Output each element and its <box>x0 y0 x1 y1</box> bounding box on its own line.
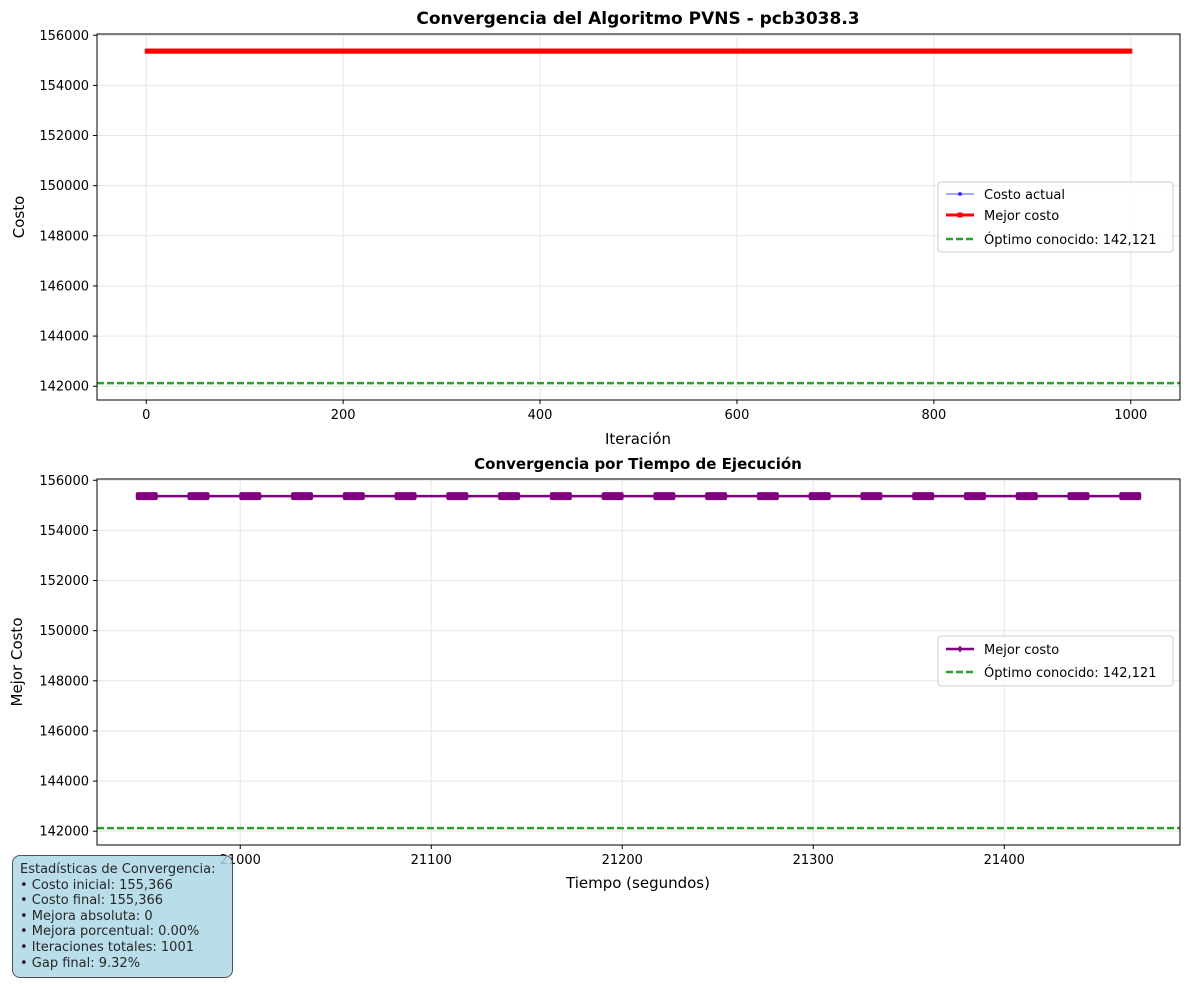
stats-box: Estadísticas de Convergencia: • Costo in… <box>12 855 233 979</box>
bottom-y-tick-label-5: 152000 <box>39 574 89 589</box>
top-chart-title: Convergencia del Algoritmo PVNS - pcb303… <box>416 9 859 29</box>
bottom-chart-title: Convergencia por Tiempo de Ejecución <box>474 455 802 473</box>
bottom-y-axis-label: Mejor Costo <box>8 618 26 707</box>
top-x-tick-label-2: 400 <box>528 408 553 423</box>
bottom-series-best-marker-cluster-2 <box>239 492 262 501</box>
top-y-tick-label-0: 142000 <box>39 380 89 395</box>
bottom-series-best-marker-cluster-7 <box>498 492 521 501</box>
bottom-y-tick-label-4: 150000 <box>39 624 89 639</box>
bottom-series-best-marker-cluster-14 <box>860 492 883 501</box>
bottom-series-best-marker-cluster-5 <box>394 492 417 501</box>
bottom-y-tick-label-1: 144000 <box>39 775 89 790</box>
bottom-series-best-marker-cluster-9 <box>601 492 624 501</box>
top-y-tick-label-7: 156000 <box>39 29 89 44</box>
top-x-tick-label-4: 800 <box>921 408 946 423</box>
bottom-x-axis-label: Tiempo (segundos) <box>565 874 710 892</box>
bottom-y-tick-label-0: 142000 <box>39 825 89 840</box>
top-y-tick-label-1: 144000 <box>39 330 89 345</box>
bottom-series-best-marker-cluster-4 <box>342 492 365 501</box>
bottom-y-tick-label-7: 156000 <box>39 474 89 489</box>
bottom-series-best-marker-cluster-18 <box>1067 492 1090 501</box>
bottom-series-best-marker-cluster-0 <box>135 492 158 501</box>
bottom-series-best-marker-cluster-12 <box>756 492 779 501</box>
bottom-y-tick-label-2: 146000 <box>39 724 89 739</box>
stats-final-gap: • Gap final: 9.32% <box>20 955 141 971</box>
stats-title: Estadísticas de Convergencia: <box>20 862 216 877</box>
top-y-tick-label-4: 150000 <box>39 179 89 194</box>
top-y-tick-label-6: 154000 <box>39 79 89 94</box>
bottom-series-best-marker-cluster-13 <box>808 492 831 501</box>
top-legend-best-label: Mejor costo <box>984 209 1059 224</box>
top-legend: Costo actual Mejor costo Óptimo conocido… <box>937 181 1174 253</box>
bottom-series-best-marker-cluster-8 <box>549 492 572 501</box>
bottom-series-best-marker-cluster-3 <box>291 492 314 501</box>
bottom-legend-frame <box>937 635 1174 687</box>
bottom-series-best-marker-cluster-15 <box>912 492 935 501</box>
bottom-series-best-marker-cluster-1 <box>187 492 210 501</box>
top-axes-frame <box>96 33 1181 401</box>
top-y-tick-label-5: 152000 <box>39 129 89 144</box>
bottom-legend: Mejor costo Óptimo conocido: 142,121 <box>937 635 1174 687</box>
top-y-tick-label-3: 148000 <box>39 229 89 244</box>
top-x-tick-label-1: 200 <box>331 408 356 423</box>
bottom-series-best-marker-cluster-11 <box>705 492 728 501</box>
top-series-best-markers <box>144 48 1133 54</box>
top-legend-current-marker <box>958 192 962 196</box>
bottom-series-best-marker-cluster-17 <box>1015 492 1038 501</box>
bottom-x-tick-label-4: 21400 <box>984 853 1025 868</box>
bottom-series-best-marker-cluster-6 <box>446 492 469 501</box>
top-x-tick-label-3: 600 <box>725 408 750 423</box>
stats-final-cost: • Costo final: 155,366 <box>20 893 164 909</box>
stats-total-iterations: • Iteraciones totales: 1001 <box>20 939 194 955</box>
bottom-x-tick-label-2: 21200 <box>602 853 643 868</box>
bottom-series-best-marker-cluster-19 <box>1119 492 1142 501</box>
stats-absolute-improvement: • Mejora absoluta: 0 <box>20 908 153 924</box>
top-legend-current-label: Costo actual <box>984 188 1065 203</box>
stats-percent-improvement: • Mejora porcentual: 0.00% <box>20 924 200 940</box>
bottom-series-best-marker-cluster-16 <box>963 492 986 501</box>
top-plot-area: 0 200 400 600 800 1000 142000 144000 146000 14800… <box>39 29 1181 423</box>
bottom-legend-optimum-label: Óptimo conocido: 142,121 <box>984 665 1156 681</box>
top-x-tick-label-0: 0 <box>142 408 150 423</box>
bottom-y-tick-label-6: 154000 <box>39 524 89 539</box>
bottom-axes-frame <box>96 478 1181 846</box>
top-x-axis-label: Iteración <box>605 430 671 448</box>
bottom-legend-best-label: Mejor costo <box>984 643 1059 658</box>
top-y-tick-label-2: 146000 <box>39 279 89 294</box>
top-x-tick-label-5: 1000 <box>1114 408 1147 423</box>
bottom-y-tick-label-3: 148000 <box>39 674 89 689</box>
bottom-x-tick-label-3: 21300 <box>793 853 834 868</box>
bottom-plot-area: 21000 21100 21200 21300 21400142000144000146… <box>39 474 1181 868</box>
bottom-series-best-marker-cluster-10 <box>653 492 676 501</box>
stats-initial-cost: • Costo inicial: 155,366 <box>20 877 173 893</box>
top-legend-frame <box>937 181 1174 253</box>
bottom-x-tick-label-1: 21100 <box>411 853 452 868</box>
top-legend-best-marker <box>957 212 963 218</box>
top-y-axis-label: Costo <box>10 196 28 239</box>
top-legend-optimum-label: Óptimo conocido: 142,121 <box>984 232 1156 248</box>
bottom-legend-best-marker <box>957 645 963 653</box>
